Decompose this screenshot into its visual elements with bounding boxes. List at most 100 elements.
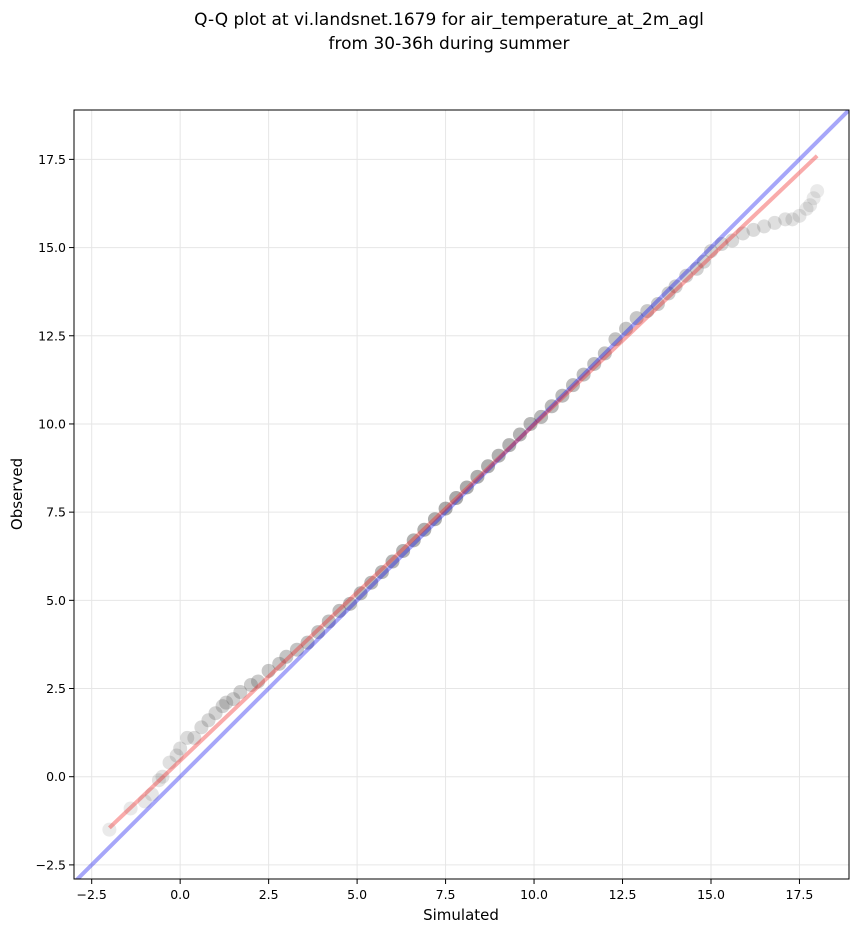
y-tick-label: −2.5 bbox=[36, 857, 66, 872]
chart-title-line2: from 30-36h during summer bbox=[329, 34, 570, 54]
data-point bbox=[162, 755, 177, 770]
data-point bbox=[272, 656, 287, 671]
x-tick-label: 7.5 bbox=[436, 887, 456, 902]
x-tick-label: 5.0 bbox=[347, 887, 367, 902]
data-point bbox=[689, 261, 704, 276]
data-point bbox=[544, 399, 559, 414]
data-point bbox=[251, 674, 266, 689]
data-point bbox=[123, 801, 138, 816]
data-point bbox=[279, 649, 294, 664]
data-point bbox=[512, 427, 527, 442]
grid bbox=[74, 110, 849, 879]
data-point bbox=[650, 297, 665, 312]
data-point bbox=[215, 699, 230, 714]
data-point bbox=[534, 409, 549, 424]
data-point bbox=[576, 367, 591, 382]
data-point bbox=[703, 244, 718, 259]
data-point bbox=[757, 219, 772, 234]
y-tick-label: 17.5 bbox=[38, 152, 66, 167]
data-point bbox=[289, 642, 304, 657]
data-point bbox=[173, 741, 188, 756]
data-point bbox=[385, 554, 400, 569]
data-point bbox=[102, 822, 117, 837]
y-tick-label: 15.0 bbox=[38, 240, 66, 255]
plot-frame bbox=[73, 109, 850, 880]
y-tick-label: 12.5 bbox=[38, 328, 66, 343]
data-point bbox=[180, 730, 195, 745]
x-tick-label: 12.5 bbox=[609, 887, 637, 902]
data-point bbox=[555, 388, 570, 403]
data-point bbox=[502, 438, 517, 453]
data-point bbox=[144, 787, 159, 802]
data-point bbox=[427, 512, 442, 527]
data-point bbox=[668, 279, 683, 294]
data-point bbox=[417, 522, 432, 537]
data-point bbox=[523, 416, 538, 431]
x-tick-label: 17.5 bbox=[786, 887, 814, 902]
data-point bbox=[201, 713, 216, 728]
data-point bbox=[799, 201, 814, 216]
data-point bbox=[470, 469, 485, 484]
data-point bbox=[449, 491, 464, 506]
data-point bbox=[481, 459, 496, 474]
data-point bbox=[767, 215, 782, 230]
data-point bbox=[619, 321, 634, 336]
data-point bbox=[587, 356, 602, 371]
data-point bbox=[219, 695, 234, 710]
y-axis-label: Observed bbox=[8, 458, 26, 530]
data-point bbox=[406, 533, 421, 548]
data-point bbox=[735, 226, 750, 241]
identity-line bbox=[74, 110, 849, 879]
x-axis-label: Simulated bbox=[423, 906, 499, 924]
chart-title-line1: Q-Q plot at vi.landsnet.1679 for air_tem… bbox=[194, 10, 704, 30]
data-point bbox=[194, 720, 209, 735]
data-point bbox=[792, 208, 807, 223]
data-point bbox=[169, 748, 184, 763]
y-tick-label: 10.0 bbox=[38, 416, 66, 431]
y-tick-label: 5.0 bbox=[46, 593, 66, 608]
x-tick-label: 15.0 bbox=[697, 887, 725, 902]
data-point bbox=[629, 311, 644, 326]
data-point bbox=[746, 222, 761, 237]
data-point bbox=[332, 603, 347, 618]
data-point bbox=[374, 565, 389, 580]
data-point bbox=[137, 794, 152, 809]
data-point bbox=[364, 575, 379, 590]
scatter-points bbox=[102, 184, 825, 837]
data-point bbox=[321, 614, 336, 629]
data-point bbox=[714, 237, 729, 252]
data-point bbox=[803, 198, 818, 213]
data-point bbox=[311, 625, 326, 640]
data-point bbox=[226, 692, 241, 707]
data-point bbox=[233, 685, 248, 700]
data-point bbox=[810, 184, 825, 199]
data-point bbox=[300, 635, 315, 650]
x-tick-label: −2.5 bbox=[77, 887, 107, 902]
data-point bbox=[661, 286, 676, 301]
data-point bbox=[155, 769, 170, 784]
data-point bbox=[353, 586, 368, 601]
data-point bbox=[491, 448, 506, 463]
y-axis-ticks: −2.5 0.0 2.5 5.0 7.5 10.0 12.5 15.0 17.5 bbox=[36, 152, 74, 872]
data-point bbox=[725, 233, 740, 248]
x-tick-label: 2.5 bbox=[259, 887, 279, 902]
reference-lines bbox=[74, 110, 849, 879]
data-point bbox=[396, 543, 411, 558]
y-tick-label: 0.0 bbox=[46, 769, 66, 784]
data-point bbox=[343, 596, 358, 611]
data-point bbox=[597, 346, 612, 361]
data-point bbox=[243, 677, 258, 692]
data-point bbox=[459, 480, 474, 495]
data-point bbox=[261, 663, 276, 678]
x-tick-label: 10.0 bbox=[520, 887, 548, 902]
data-point bbox=[608, 332, 623, 347]
data-point bbox=[438, 501, 453, 516]
y-tick-label: 2.5 bbox=[46, 681, 66, 696]
x-tick-label: 0.0 bbox=[170, 887, 190, 902]
data-point bbox=[640, 304, 655, 319]
data-point bbox=[565, 378, 580, 393]
data-point bbox=[696, 254, 711, 269]
data-point bbox=[778, 212, 793, 227]
data-point bbox=[187, 730, 202, 745]
